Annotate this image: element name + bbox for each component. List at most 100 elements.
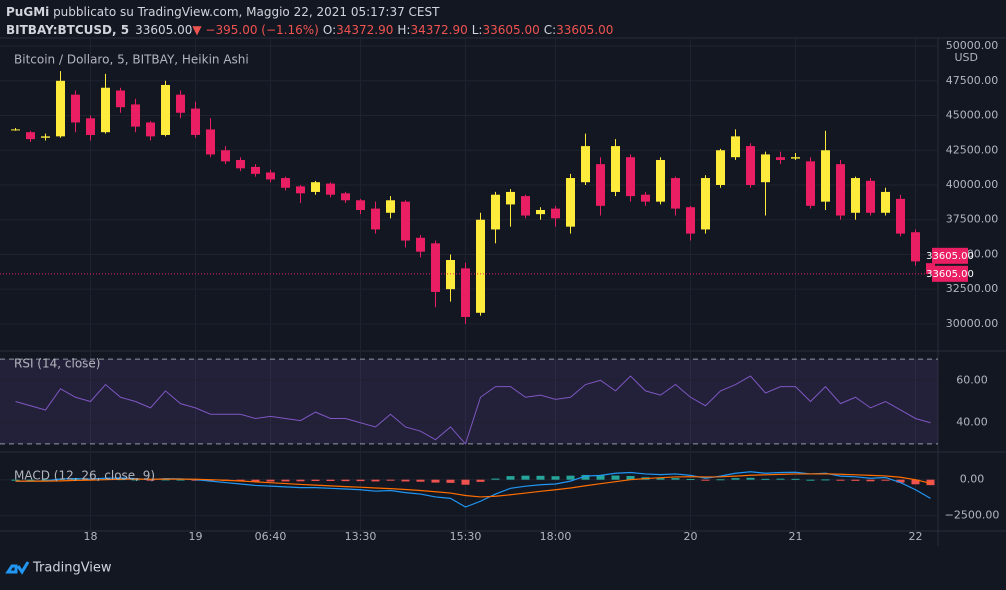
candle-body [71,94,80,123]
candle-body [671,178,680,209]
header-line: PuGMi pubblicato su TradingView.com, Mag… [6,5,440,19]
candle-body [806,161,815,206]
candle-body [881,191,890,213]
candle-body [866,180,875,213]
candle-body [86,118,95,135]
candle-body [791,157,800,159]
candle-body [776,157,785,160]
c-value: 33605.00 [556,23,613,37]
candle-body [641,194,650,202]
logo[interactable]: TradingView [5,561,112,576]
candle-body [896,198,905,234]
histogram-bar [656,478,665,480]
histogram-bar [161,479,170,481]
candle-body [311,182,320,192]
pane-title: Bitcoin / Dollaro, 5, BITBAY, Heikin Ash… [14,53,249,67]
candle-body [26,132,35,140]
histogram-bar [461,479,470,485]
price-label: 33605.00 [926,269,974,280]
candle-body [446,260,455,290]
histogram-bar [626,475,635,480]
candle-body [326,183,335,195]
candle-body [56,80,65,137]
y-tick-label: 42500.00 [946,143,999,156]
author: PuGMi [6,5,49,19]
plot-layer: 18 19 06:40 13:30 15:30 18:00 20 21 22 30000.00 32… [0,38,999,543]
candle-body [431,243,440,292]
candle-body [221,150,230,162]
histogram-bar [686,478,695,480]
candle-body [566,178,575,227]
histogram-bar [71,478,80,480]
histogram-bar [281,479,290,482]
histogram-bar [731,478,740,480]
histogram-bar [431,479,440,483]
price-label: 33605.00 [926,251,974,262]
pane-title: RSI (14, close) [14,357,100,371]
y-tick-label: 40.00 [956,416,988,429]
histogram-bar [911,479,920,485]
symbol: BITBAY:BTCUSD, 5 [6,23,129,37]
histogram-bar [611,475,620,480]
candle-body [626,157,635,197]
header-text: pubblicato su TradingView.com, Maggio 22… [49,5,440,19]
candle-body [191,108,200,135]
candle-body [296,186,305,194]
histogram-bar [776,478,785,480]
candle-body [506,191,515,205]
x-tick-label: 15:30 [450,530,482,543]
x-tick-label: 13:30 [345,530,377,543]
candle-body [581,146,590,183]
signal-line [15,473,931,498]
candle-body [551,208,560,219]
h-value: 34372.90 [410,23,467,37]
candle-body [356,200,365,210]
histogram-bar [251,479,260,482]
histogram-bar [446,479,455,483]
histogram-bar [806,479,815,481]
l-value: 33605.00 [482,23,539,37]
candle-body [761,154,770,183]
candle-body [731,136,740,158]
histogram-bar [536,475,545,480]
x-tick-label: 18 [84,530,98,543]
x-tick-label: 19 [189,530,203,543]
x-tick-label: 21 [789,530,803,543]
candle-body [686,207,695,234]
x-tick-label: 22 [909,530,923,543]
h-label: H: [397,23,410,37]
candle-body [341,193,350,201]
o-label: O: [323,23,336,37]
price-label-box [932,247,968,264]
candle-body [161,84,170,135]
y-tick-label: 32500.00 [946,282,999,295]
change: ▼ −395.00 (−1.16%) [192,23,318,37]
x-tick-label: 06:40 [255,530,287,543]
c-label: C: [544,23,556,37]
candle-body [236,159,245,169]
candle-body [596,164,605,206]
pane-title: MACD (12, 26, close, 9) [14,469,155,483]
candle-body [926,263,935,274]
histogram-bar [851,479,860,481]
histogram-bar [896,479,905,483]
histogram-bar [716,479,725,481]
candle-body [146,122,155,137]
histogram-bar [746,477,755,480]
candle-body [746,146,755,185]
histogram-bar [311,479,320,481]
candle-body [206,129,215,155]
histogram-bar [326,479,335,481]
brand[interactable]: TradingView [32,561,112,576]
histogram-bar [836,479,845,481]
candle-body [911,232,920,262]
candle-body [701,178,710,230]
histogram-bar [881,479,890,481]
histogram-bar [551,476,560,480]
logo-icon[interactable] [5,561,30,575]
candle-body [821,150,830,202]
histogram-bar [866,479,875,482]
